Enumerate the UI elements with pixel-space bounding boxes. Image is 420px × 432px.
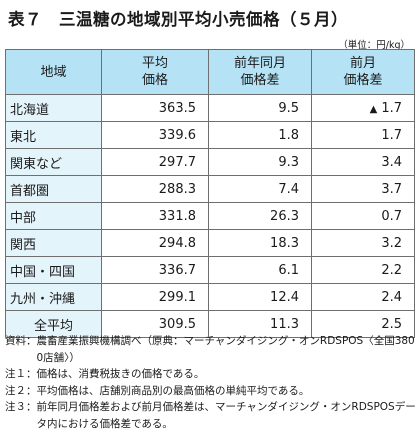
avg-price-cell: 336.7 xyxy=(101,256,209,284)
avg-price-cell: 331.8 xyxy=(101,202,209,230)
mom-diff-cell: 2.5 xyxy=(311,310,415,338)
table-title: 表７ 三温糖の地域別平均小売価格（５月） xyxy=(8,10,348,29)
mom-diff-cell: 2.2 xyxy=(311,256,415,284)
avg-price-cell: 294.8 xyxy=(101,229,209,257)
region-cell: 全平均 xyxy=(5,310,102,338)
note-line: 注１： 価格は、消費税抜きの価格である。 xyxy=(5,366,417,383)
note-text: 農畜産業振興機構調べ（原典：マーチャンダイジング・オンRDSPOS〈全国3800… xyxy=(36,335,415,364)
col-header-region: 地域 xyxy=(5,49,102,95)
table-row: 九州・沖縄 299.1 12.4 2.4 xyxy=(5,283,415,311)
yoy-diff-cell: 1.8 xyxy=(208,121,312,149)
table-row: 首都圏 288.3 7.4 3.7 xyxy=(5,175,415,203)
yoy-diff-cell: 12.4 xyxy=(208,283,312,311)
table-row: 中国・四国 336.7 6.1 2.2 xyxy=(5,256,415,284)
mom-diff-cell: 3.7 xyxy=(311,175,415,203)
mom-diff-cell: ▲ 1.7 xyxy=(311,94,415,122)
yoy-diff-cell: 18.3 xyxy=(208,229,312,257)
price-table: 地域 平均 価格 前年同月 価格差 前月 価格差 北海道 363.5 9.5 ▲ 1.7 東北 3… xyxy=(5,49,415,338)
note-label: 注３： xyxy=(5,401,37,413)
notes: 資料： 農畜産業振興機構調べ（原典：マーチャンダイジング・オンRDSPOS〈全国3… xyxy=(5,333,417,432)
table-row: 関西 294.8 18.3 3.2 xyxy=(5,229,415,257)
yoy-diff-cell: 9.5 xyxy=(208,94,312,122)
mom-diff-cell: 2.4 xyxy=(311,283,415,311)
table-row: 全平均 309.5 11.3 2.5 xyxy=(5,310,415,338)
region-cell: 北海道 xyxy=(5,94,102,122)
yoy-diff-cell: 9.3 xyxy=(208,148,312,176)
table-header-row: 地域 平均 価格 前年同月 価格差 前月 価格差 xyxy=(5,49,415,95)
region-cell: 中国・四国 xyxy=(5,256,102,284)
table-row: 東北 339.6 1.8 1.7 xyxy=(5,121,415,149)
note-line: 注３： 前年同月価格差および前月価格差は、マーチャンダイジング・オンRDSPOSデ… xyxy=(5,399,417,432)
region-cell: 中部 xyxy=(5,202,102,230)
note-text: 価格は、消費税抜きの価格である。 xyxy=(36,368,205,380)
avg-price-cell: 309.5 xyxy=(101,310,209,338)
yoy-diff-cell: 11.3 xyxy=(208,310,312,338)
table-row: 中部 331.8 26.3 0.7 xyxy=(5,202,415,230)
note-text: 前年同月価格差および前月価格差は、マーチャンダイジング・オンRDSPOSデータ内… xyxy=(36,401,416,430)
note-line: 資料： 農畜産業振興機構調べ（原典：マーチャンダイジング・オンRDSPOS〈全国3… xyxy=(5,333,417,366)
note-line: 注２： 平均価格は、店舗別商品別の最高価格の単純平均である。 xyxy=(5,383,417,400)
table-row: 北海道 363.5 9.5 ▲ 1.7 xyxy=(5,94,415,122)
avg-price-cell: 339.6 xyxy=(101,121,209,149)
mom-diff-cell: 3.4 xyxy=(311,148,415,176)
note-label: 注２： xyxy=(5,384,37,397)
region-cell: 東北 xyxy=(5,121,102,149)
mom-diff-cell: 1.7 xyxy=(311,121,415,149)
col-header-mom-diff: 前月 価格差 xyxy=(311,49,415,95)
region-cell: 首都圏 xyxy=(5,175,102,203)
mom-diff-cell: 3.2 xyxy=(311,229,415,257)
col-header-yoy-diff: 前年同月 価格差 xyxy=(208,49,312,95)
region-cell: 関西 xyxy=(5,229,102,257)
avg-price-cell: 297.7 xyxy=(101,148,209,176)
yoy-diff-cell: 6.1 xyxy=(208,256,312,284)
avg-price-cell: 288.3 xyxy=(101,175,209,203)
unit-label: （単位：円/kg） xyxy=(338,40,410,51)
note-label: 注１： xyxy=(5,368,37,380)
note-text: 平均価格は、店舗別商品別の最高価格の単純平均である。 xyxy=(36,384,310,397)
mom-diff-cell: 0.7 xyxy=(311,202,415,230)
avg-price-cell: 363.5 xyxy=(101,94,209,122)
col-header-avg-price: 平均 価格 xyxy=(101,49,209,95)
yoy-diff-cell: 26.3 xyxy=(208,202,312,230)
note-label: 資料： xyxy=(5,335,37,347)
region-cell: 九州・沖縄 xyxy=(5,283,102,311)
table-row: 関東など 297.7 9.3 3.4 xyxy=(5,148,415,176)
region-cell: 関東など xyxy=(5,148,102,176)
triangle-marker: ▲ xyxy=(369,103,378,115)
yoy-diff-cell: 7.4 xyxy=(208,175,312,203)
avg-price-cell: 299.1 xyxy=(101,283,209,311)
